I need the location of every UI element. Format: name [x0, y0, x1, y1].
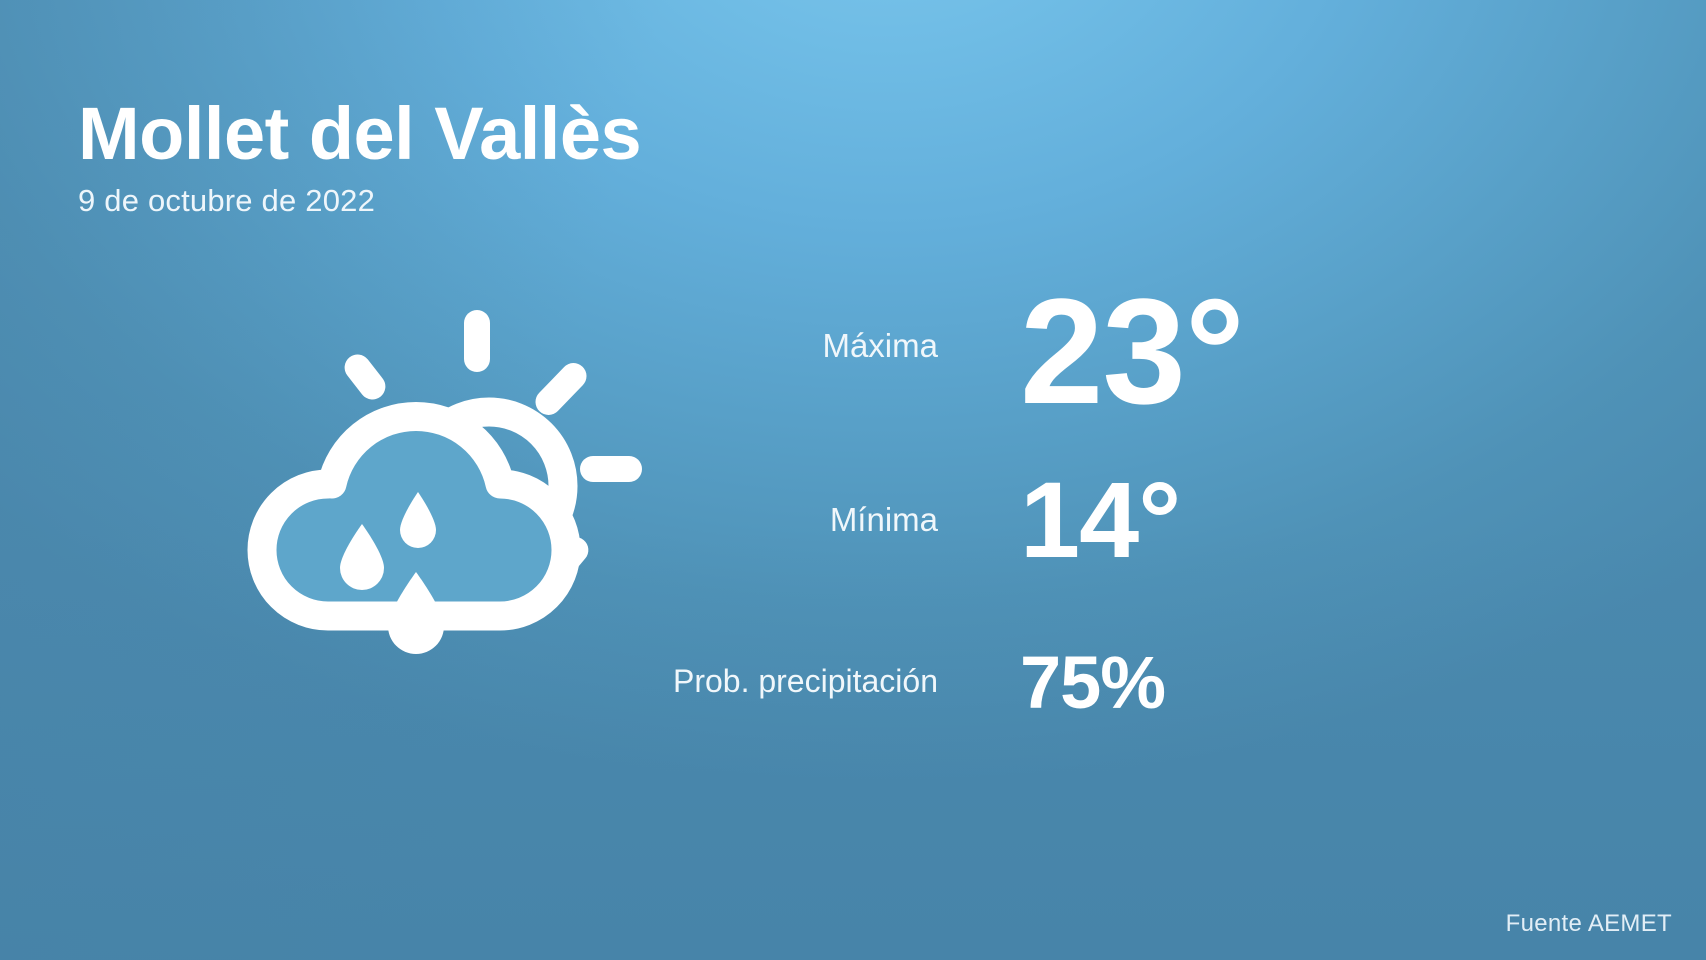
weather-stats: Máxima 23° Mínima 14° Prob. precipitació…	[600, 276, 1400, 750]
sun-ray-upper-left	[344, 354, 386, 400]
sun-ray-upper-right	[535, 363, 587, 415]
stat-label-precipitacion: Prob. precipitación	[672, 663, 938, 699]
stat-row-minima: Mínima 14°	[600, 466, 1400, 642]
weather-icon-svg	[247, 310, 642, 654]
stat-row-precipitacion: Prob. precipitación 75%	[600, 646, 1400, 746]
raindrops-group	[340, 492, 444, 654]
city-title: Mollet del Vallès	[78, 92, 642, 175]
stat-value-minima: 14°	[1020, 459, 1181, 580]
source-attribution: Fuente AEMET	[1505, 910, 1672, 937]
sun-behind-rain-cloud-icon	[232, 296, 662, 656]
forecast-date: 9 de octubre de 2022	[78, 183, 376, 219]
raindrop-middle	[400, 492, 436, 548]
stat-value-precipitacion: 75%	[1020, 641, 1166, 724]
sun-ray-right	[580, 456, 642, 482]
raindrop-left	[340, 524, 384, 590]
header: Mollet del Vallès 9 de octubre de 2022	[78, 92, 642, 219]
sun-ray-top	[464, 310, 490, 372]
stat-row-maxima: Máxima 23°	[600, 276, 1400, 462]
stat-label-minima: Mínima	[829, 501, 938, 538]
stat-value-maxima: 23°	[1020, 267, 1245, 435]
stat-label-maxima: Máxima	[822, 327, 938, 364]
raindrop-bottom	[388, 572, 444, 654]
